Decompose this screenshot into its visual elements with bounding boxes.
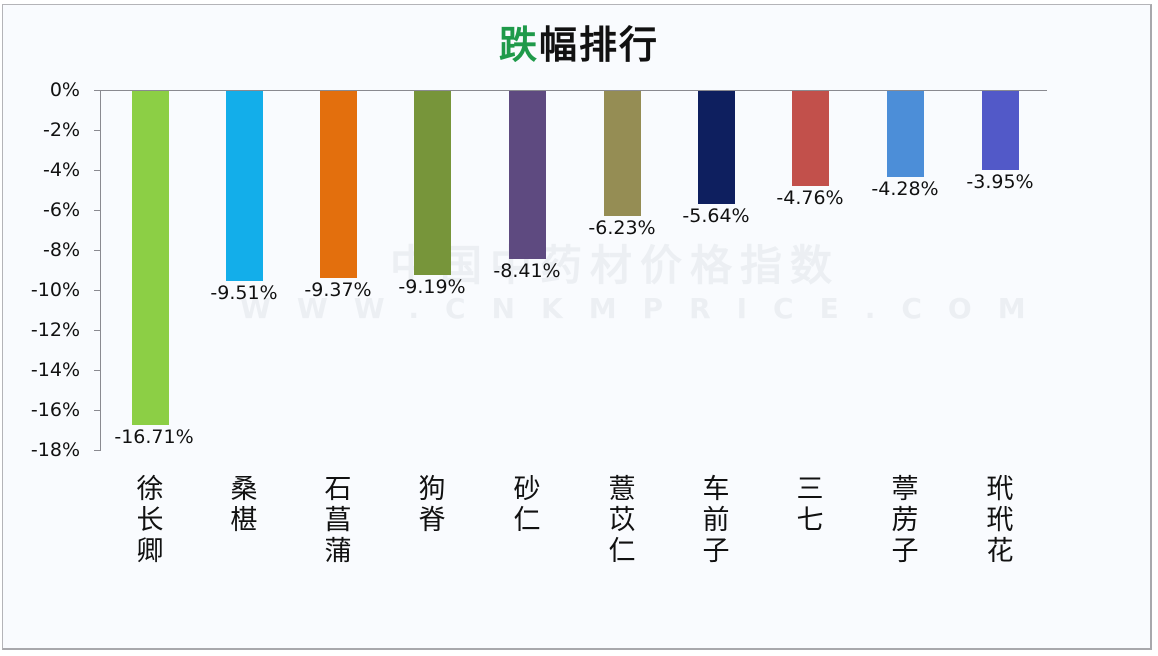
x-category-label: 三七: [796, 474, 824, 536]
x-category-label: 石菖蒲: [324, 474, 352, 567]
chart-title: 跌幅排行: [0, 14, 1158, 69]
bar-data-label: -9.19%: [398, 275, 466, 298]
bar: [604, 91, 641, 216]
x-category-label: 狗脊: [418, 474, 446, 536]
chart-title-accent: 跌: [498, 23, 539, 67]
bar-data-label: -16.71%: [114, 426, 194, 449]
chart-frame: [2, 4, 1152, 650]
bar-data-label: -8.41%: [493, 260, 561, 283]
x-category-label: 砂仁: [513, 474, 541, 536]
y-tick-mark: [94, 170, 100, 171]
y-tick-mark: [94, 370, 100, 371]
y-tick-label: 0%: [49, 79, 80, 101]
y-tick-mark: [94, 90, 100, 91]
y-tick-label: -10%: [30, 279, 80, 301]
bar-data-label: -9.37%: [304, 279, 372, 302]
y-tick-label: -12%: [30, 319, 80, 341]
x-category-label: 徐长卿: [136, 474, 164, 567]
bar: [792, 91, 829, 187]
x-category-label: 车前子: [702, 474, 730, 567]
y-tick-mark: [94, 450, 100, 451]
bar-data-label: -4.28%: [871, 177, 939, 200]
y-tick-mark: [94, 290, 100, 291]
y-tick-mark: [94, 250, 100, 251]
y-tick-label: -6%: [43, 199, 80, 221]
x-category-label: 葶苈子: [891, 474, 919, 567]
y-tick-mark: [94, 410, 100, 411]
bar: [226, 91, 263, 282]
bar-data-label: -9.51%: [210, 282, 278, 305]
y-tick-mark: [94, 210, 100, 211]
bar: [320, 91, 357, 279]
bar-data-label: -5.64%: [682, 204, 750, 227]
y-tick-mark: [94, 330, 100, 331]
x-category-label: 桑椹: [230, 474, 258, 536]
y-tick-mark: [94, 130, 100, 131]
x-category-label: 薏苡仁: [608, 474, 636, 567]
bar: [698, 91, 735, 204]
bar: [414, 91, 451, 275]
y-tick-label: -18%: [30, 439, 80, 461]
bar: [509, 91, 546, 260]
y-tick-label: -16%: [30, 399, 80, 421]
y-tick-label: -2%: [43, 119, 80, 141]
bar: [982, 91, 1019, 170]
bar-data-label: -3.95%: [966, 171, 1034, 193]
y-tick-label: -8%: [43, 239, 80, 261]
bar: [887, 91, 924, 177]
bar-data-label: -6.23%: [588, 216, 656, 239]
bar-data-label: -4.76%: [776, 187, 844, 210]
y-tick-label: -4%: [43, 159, 80, 181]
x-axis-line: [94, 90, 1047, 91]
bar: [132, 91, 169, 426]
x-category-label: 玳玳花: [986, 474, 1014, 567]
y-axis-line: [100, 90, 101, 451]
y-tick-label: -14%: [30, 359, 80, 381]
chart-title-rest: 幅排行: [539, 23, 660, 67]
